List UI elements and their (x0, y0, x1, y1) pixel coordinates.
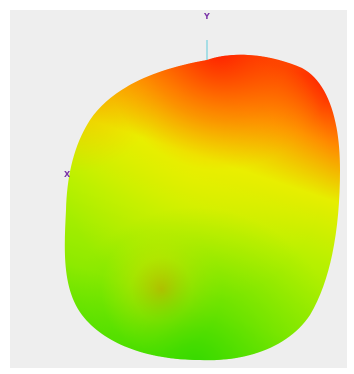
3d-plot-viewport[interactable]: Y X (10, 10, 347, 368)
radiation-pattern-surface[interactable] (10, 10, 347, 368)
y-axis-label: Y (204, 12, 210, 21)
x-axis-label: X (64, 170, 71, 179)
surface-blob (64, 54, 341, 361)
